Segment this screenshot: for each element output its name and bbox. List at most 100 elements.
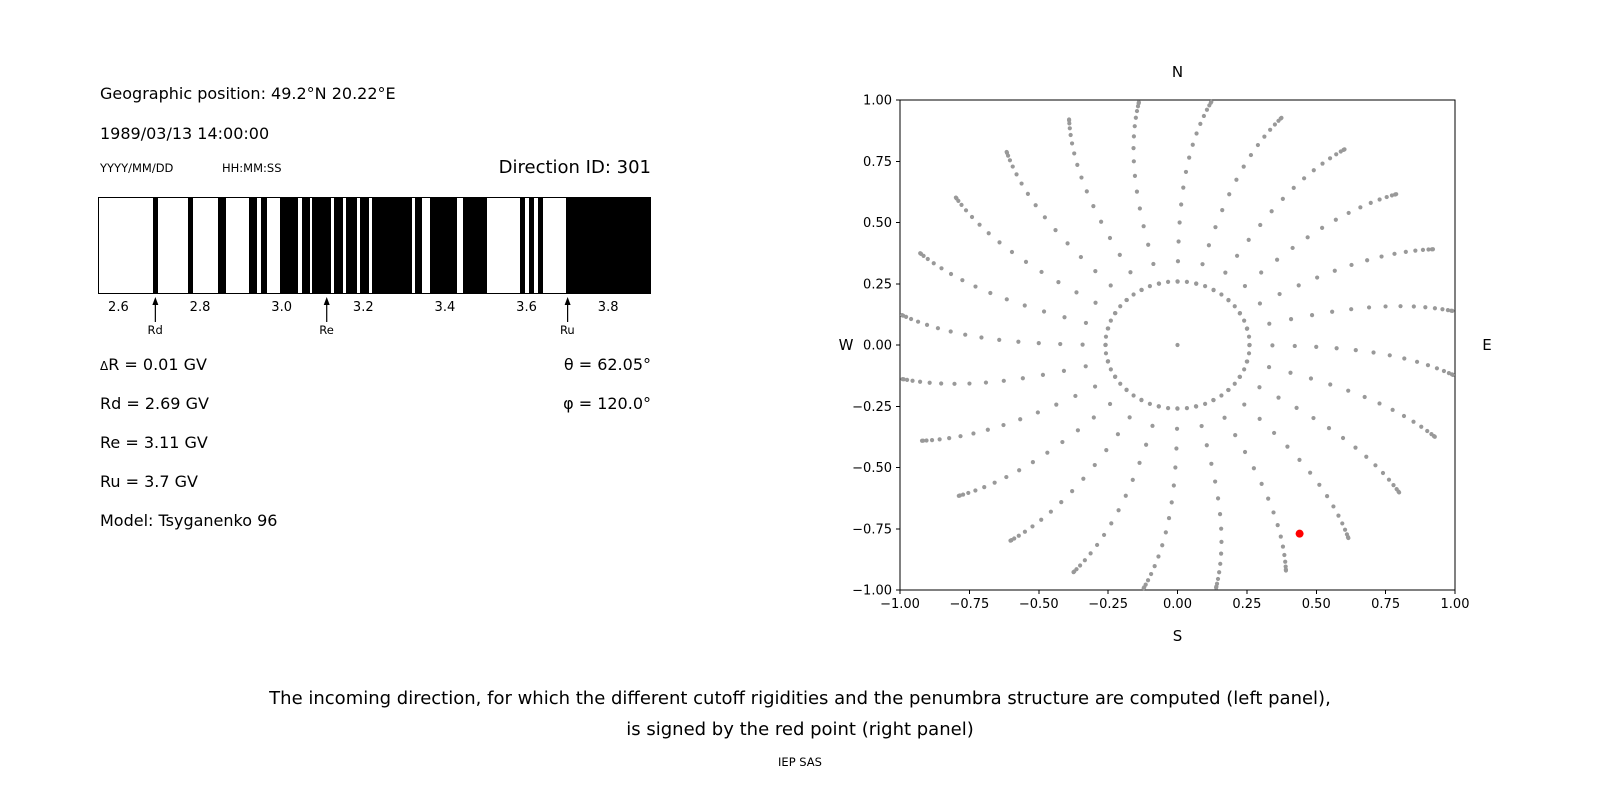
direction-dot: [899, 313, 905, 318]
direction-dot: [1320, 225, 1325, 231]
direction-dot: [1419, 424, 1424, 429]
y-tick-label: −0.50: [852, 461, 892, 476]
direction-dot: [1146, 242, 1151, 247]
direction-dot: [1349, 307, 1354, 312]
direction-dot: [1434, 366, 1440, 371]
direction-dot: [1288, 370, 1293, 375]
direction-dot: [1010, 164, 1015, 169]
direction-dot: [1190, 142, 1195, 147]
direction-dot: [1232, 304, 1237, 309]
direction-dot: [1048, 509, 1053, 514]
x-tick-label: −1.00: [880, 597, 920, 612]
penumbra-x-tick-label: 3.2: [352, 300, 374, 315]
direction-dot: [1362, 394, 1367, 400]
direction-dot: [1222, 415, 1227, 420]
direction-dot: [1007, 158, 1013, 163]
y-tick-label: 0.25: [863, 277, 892, 292]
direction-dot: [1118, 304, 1123, 309]
direction-dot: [1226, 387, 1231, 393]
direction-dot: [1308, 470, 1313, 475]
penumbra-bar: [372, 198, 413, 293]
direction-dot: [1016, 533, 1021, 538]
direction-dot: [1258, 222, 1263, 228]
penumbra-bar: [462, 198, 488, 293]
direction-dot: [931, 261, 936, 266]
direction-dot: [1291, 185, 1296, 190]
direction-dot: [1053, 227, 1058, 233]
direction-dot: [1156, 554, 1161, 559]
y-tick-label: 0.00: [863, 339, 892, 354]
direction-dot: [1132, 173, 1138, 178]
direction-dot: [1223, 270, 1228, 275]
penumbra-bar: [312, 198, 331, 293]
direction-dot: [1244, 359, 1249, 364]
direction-dot: [1315, 275, 1320, 280]
caption-line-2: is signed by the red point (right panel): [626, 719, 974, 740]
direction-dot: [1107, 401, 1113, 407]
y-tick-label: 0.50: [863, 216, 892, 231]
direction-dot: [947, 435, 952, 441]
direction-dot: [959, 202, 964, 207]
x-tick-label: −0.50: [1019, 597, 1059, 612]
direction-dot: [1083, 364, 1088, 369]
direction-dot: [1073, 393, 1078, 399]
direction-dot: [1269, 209, 1274, 214]
direction-dot: [1276, 395, 1281, 400]
direction-dot: [1441, 368, 1447, 374]
direction-dot: [1334, 346, 1339, 351]
direction-dot: [1022, 303, 1027, 308]
direction-dot: [1259, 270, 1264, 275]
direction-dot: [1397, 490, 1402, 495]
direction-dot: [1075, 428, 1081, 433]
penumbra-bar: [528, 198, 534, 293]
direction-dot: [1152, 564, 1157, 569]
direction-dot: [1296, 283, 1301, 288]
direction-dot: [1242, 283, 1248, 289]
penumbra-bar: [333, 198, 343, 293]
direction-dot: [1346, 210, 1351, 216]
direction-dot: [1328, 382, 1333, 387]
penumbra-bar: [430, 198, 457, 293]
direction-dot: [1025, 191, 1031, 196]
direction-dot: [979, 335, 984, 340]
direction-dot: [1272, 122, 1278, 127]
penumbra-x-tick-label: 2.6: [108, 300, 129, 315]
direction-dot: [1274, 257, 1280, 262]
direction-dot: [1124, 387, 1129, 392]
direction-dot: [983, 380, 989, 385]
direction-dot: [967, 381, 972, 386]
direction-dot: [1058, 341, 1063, 347]
direction-dot: [1036, 341, 1041, 346]
up-arrow-icon: [323, 297, 330, 322]
x-tick-label: 0.75: [1371, 597, 1400, 612]
direction-dot: [1156, 281, 1162, 286]
direction-dot: [1030, 459, 1035, 465]
direction-dot: [1380, 470, 1386, 476]
rigidity-marker-ru: Ru: [560, 297, 575, 337]
direction-dot: [1209, 99, 1214, 104]
direction-dot: [1268, 127, 1273, 132]
direction-dot: [1219, 292, 1224, 297]
direction-dot: [1413, 248, 1418, 253]
direction-dot: [1292, 343, 1297, 349]
direction-dot: [1133, 115, 1138, 120]
direction-dot: [1080, 342, 1085, 347]
direction-dot: [1255, 142, 1261, 148]
penumbra-bar: [217, 198, 226, 293]
direction-dot: [973, 488, 978, 493]
direction-dot: [1187, 155, 1192, 160]
direction-dot: [1327, 156, 1333, 161]
direction-dot: [1173, 465, 1178, 470]
direction-dot: [1247, 343, 1252, 348]
direction-dot: [1219, 551, 1224, 556]
direction-dot: [1092, 384, 1098, 389]
direction-dot: [1175, 406, 1180, 411]
direction-dot: [1033, 203, 1038, 208]
direction-dot: [1131, 393, 1136, 398]
compass-east-label: E: [1482, 336, 1491, 354]
direction-dot: [1074, 290, 1079, 295]
direction-dot: [1141, 224, 1146, 229]
direction-dot: [1324, 494, 1330, 499]
y-tick-label: 1.00: [863, 94, 892, 109]
direction-dot: [1280, 196, 1285, 201]
